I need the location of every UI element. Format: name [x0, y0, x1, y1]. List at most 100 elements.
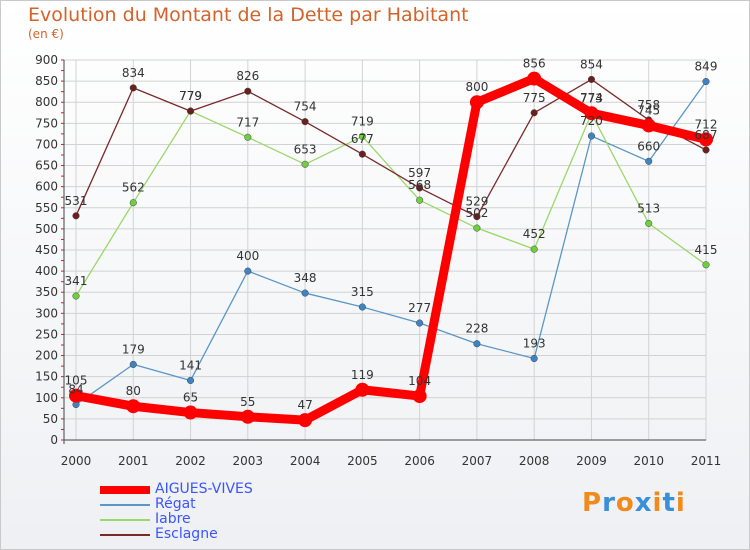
data-point — [298, 413, 313, 428]
data-label: 65 — [183, 391, 198, 405]
data-point — [129, 360, 137, 368]
data-label: 653 — [294, 142, 317, 156]
logo-letter: x — [634, 488, 653, 518]
data-point — [72, 292, 80, 300]
data-label: 119 — [351, 368, 374, 382]
y-tick-label: 500 — [35, 222, 58, 236]
data-label: 856 — [523, 57, 546, 71]
data-label: 47 — [297, 398, 312, 412]
data-point — [358, 303, 366, 311]
data-label: 800 — [465, 80, 488, 94]
data-label: 779 — [179, 89, 202, 103]
data-point — [240, 409, 255, 424]
data-label: 717 — [236, 115, 259, 129]
data-point — [129, 199, 137, 207]
data-label-layer: 84 179 141 400 348 315 277 228 193 720 660 849 341 56… — [65, 57, 718, 413]
data-point — [645, 219, 653, 227]
y-tick-label: 150 — [35, 370, 58, 384]
series-layer — [69, 71, 713, 428]
y-tick-label: 600 — [35, 180, 58, 194]
x-tick-label: 2001 — [118, 454, 149, 468]
legend-swatch — [100, 534, 150, 536]
data-label: 277 — [408, 301, 431, 315]
data-label: 779 — [179, 89, 202, 103]
data-label: 341 — [65, 274, 88, 288]
data-point — [416, 196, 424, 204]
data-point — [530, 109, 538, 117]
y-tick-label: 800 — [35, 95, 58, 109]
data-point — [129, 84, 137, 92]
data-label: 773 — [580, 92, 603, 106]
data-point — [416, 319, 424, 327]
data-point — [355, 382, 370, 397]
data-point — [699, 132, 713, 147]
legend-label: Esclagne — [155, 526, 218, 542]
data-label: 677 — [351, 132, 374, 146]
data-point — [530, 354, 538, 363]
data-point — [473, 213, 481, 221]
data-label: 775 — [523, 91, 546, 105]
data-label: 105 — [65, 374, 88, 388]
data-point — [473, 340, 481, 348]
logo-letter: i — [652, 488, 663, 518]
data-point — [301, 160, 309, 168]
x-tick-label: 2010 — [633, 454, 664, 468]
data-label: 193 — [523, 337, 546, 351]
x-tick-label: 2011 — [691, 454, 722, 468]
data-label: 597 — [408, 166, 431, 180]
data-point — [530, 245, 538, 253]
data-label: 179 — [122, 342, 145, 356]
data-label: 55 — [240, 395, 255, 409]
chart-subtitle: (en €) — [28, 27, 64, 41]
data-label: 660 — [637, 139, 660, 153]
data-point — [587, 132, 596, 140]
series-line — [75, 78, 707, 218]
logo-letter: t — [662, 488, 676, 518]
data-label: 84 — [68, 383, 83, 397]
data-label: 854 — [580, 57, 603, 71]
series-line — [71, 74, 711, 425]
x-tick-label: 2008 — [519, 454, 550, 468]
grid-layer — [64, 59, 707, 441]
x-tick-label: 2002 — [175, 454, 206, 468]
data-label: 452 — [523, 227, 546, 241]
data-label: 568 — [408, 178, 431, 192]
data-label: 348 — [294, 271, 317, 285]
data-label: 826 — [236, 69, 259, 83]
y-tick-label: 750 — [35, 116, 58, 130]
data-label: 104 — [408, 374, 431, 388]
data-label: 562 — [122, 181, 145, 195]
y-tick-label: 300 — [35, 306, 58, 320]
data-point — [416, 184, 424, 192]
data-point — [469, 95, 484, 110]
legend-swatch — [100, 519, 150, 521]
data-point — [473, 224, 481, 232]
legend-label: AIGUES-VIVES — [155, 481, 253, 497]
data-label: 415 — [695, 243, 718, 257]
y-tick-label: 100 — [35, 391, 58, 405]
legend-label: Iabre — [155, 511, 191, 527]
series-line — [75, 110, 707, 297]
data-point — [183, 405, 198, 420]
x-tick-label: 2003 — [233, 454, 264, 468]
data-label: 529 — [465, 195, 488, 209]
data-label: 719 — [351, 114, 374, 128]
data-point — [412, 389, 427, 404]
proxiti-logo: Proxiti — [582, 488, 686, 518]
data-point — [301, 289, 309, 297]
data-label: 513 — [637, 201, 660, 215]
y-tick-label: 250 — [35, 327, 58, 341]
data-point — [301, 118, 309, 126]
legend-swatch — [100, 486, 150, 494]
logo-letter: o — [615, 488, 635, 518]
data-label: 758 — [637, 98, 660, 112]
y-tick-label: 650 — [35, 159, 58, 173]
y-tick-label: 400 — [35, 264, 58, 278]
y-tick-label: 550 — [35, 201, 58, 215]
data-label: 531 — [65, 194, 88, 208]
data-point — [358, 150, 366, 158]
data-label: 141 — [179, 358, 202, 372]
data-label: 834 — [122, 66, 145, 80]
